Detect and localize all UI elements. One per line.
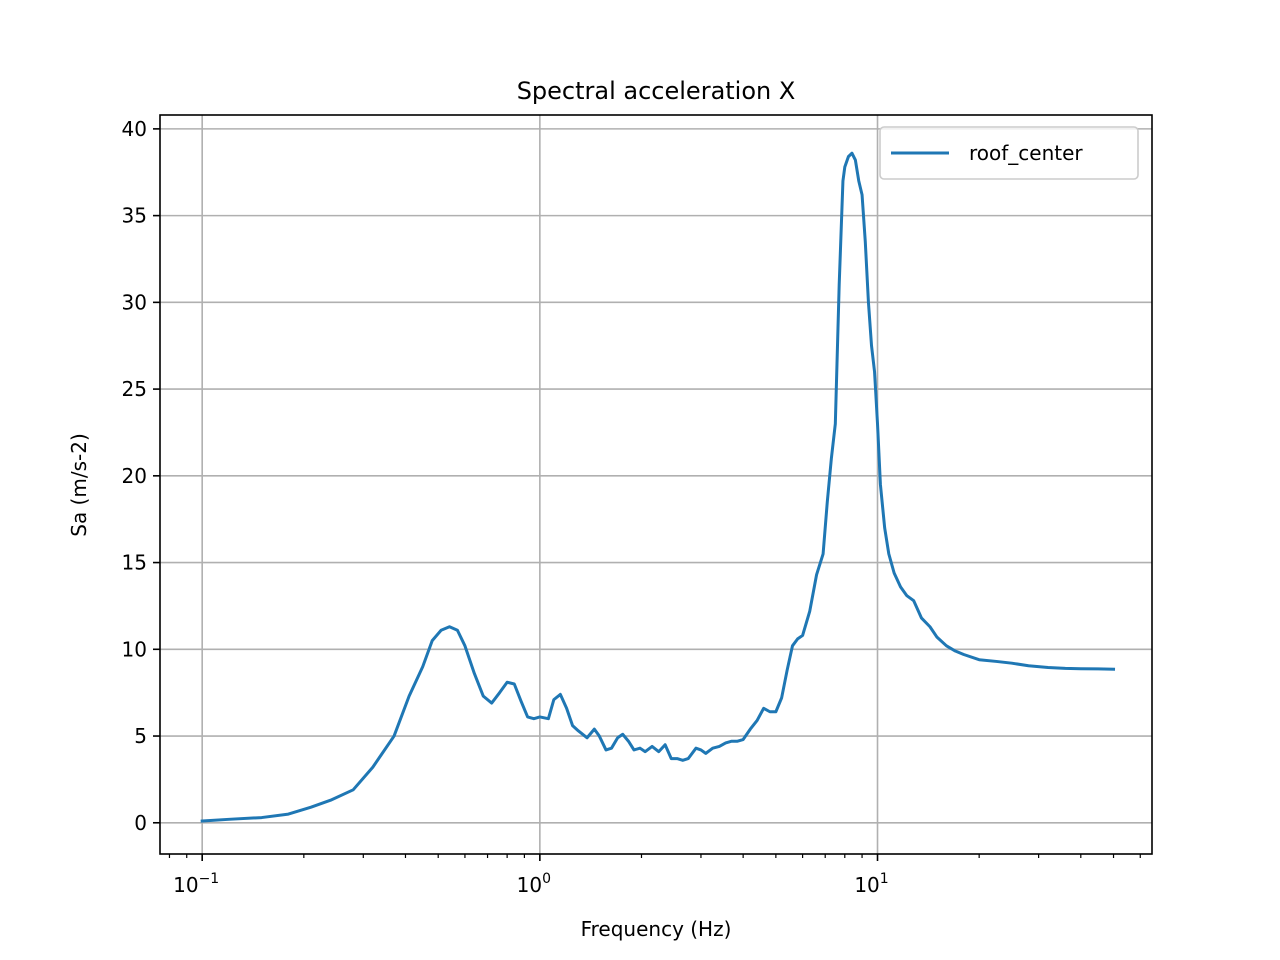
chart-title: Spectral acceleration X [517,77,796,105]
y-tick-label: 10 [122,637,147,661]
y-tick-label: 25 [122,377,147,401]
x-tick-label: 10−1 [173,871,219,897]
y-axis-label: Sa (m/s-2) [67,433,91,537]
legend: roof_center [879,126,1139,180]
x-tick-label: 101 [854,871,888,897]
y-tick-label: 15 [122,551,147,575]
ticks: 0 5 10 15 20 25 30 35 40 10−1 100 101 [122,117,1141,897]
plot-frame [159,114,1153,855]
series-line-roof-center [200,151,1116,823]
legend-box [879,126,1139,180]
y-tick-label: 40 [122,117,147,141]
x-axis-label: Frequency (Hz) [581,917,732,941]
x-tick-label: 100 [517,871,551,897]
y-tick-label: 0 [134,811,147,835]
y-tick-label: 5 [134,724,147,748]
y-tick-label: 30 [122,290,147,314]
series-layer [200,151,1116,823]
grid [160,115,1152,854]
y-tick-label: 35 [122,204,147,228]
y-tick-label: 20 [122,464,147,488]
legend-label: roof_center [969,141,1083,165]
